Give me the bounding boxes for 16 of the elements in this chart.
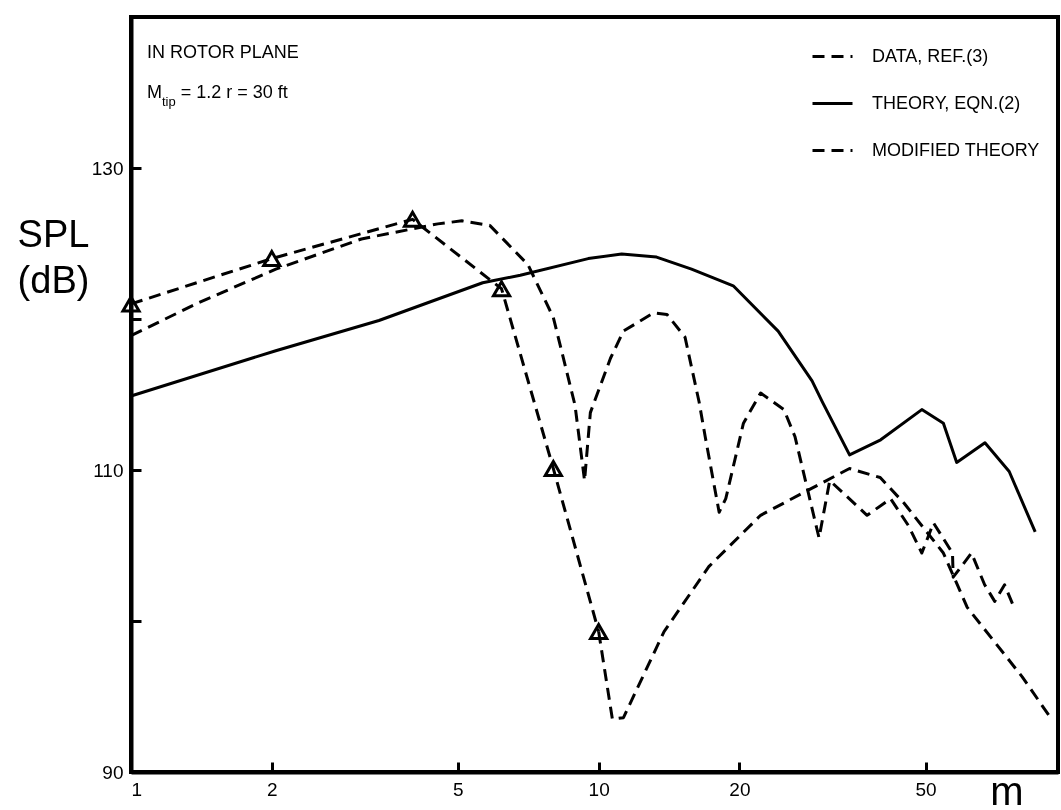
y-tick-label: 90 — [102, 761, 124, 783]
annotation: M$_{tip}$ = 1.2 r = 30 ft — [147, 82, 288, 109]
annotation: IN ROTOR PLANE — [147, 42, 299, 62]
legend-label: MODIFIED THEORY — [872, 139, 1040, 160]
legend-label: THEORY, EQN.(2) — [872, 92, 1021, 113]
x-tick-label: 20 — [729, 778, 751, 800]
y-tick-label: 110 — [93, 459, 124, 481]
y-axis-title: SPL (dB) — [17, 213, 90, 302]
y-tick-label: 130 — [91, 157, 124, 179]
legend-label: DATA, REF.(3) — [872, 45, 989, 66]
x-tick-label: 2 — [266, 778, 278, 800]
x-tick-label: 5 — [453, 778, 464, 800]
x-axis-title: m — [990, 768, 1024, 810]
x-tick-label: 10 — [588, 778, 610, 800]
x-tick-label: 50 — [915, 778, 937, 800]
x-tick-label: 1 — [131, 778, 143, 800]
